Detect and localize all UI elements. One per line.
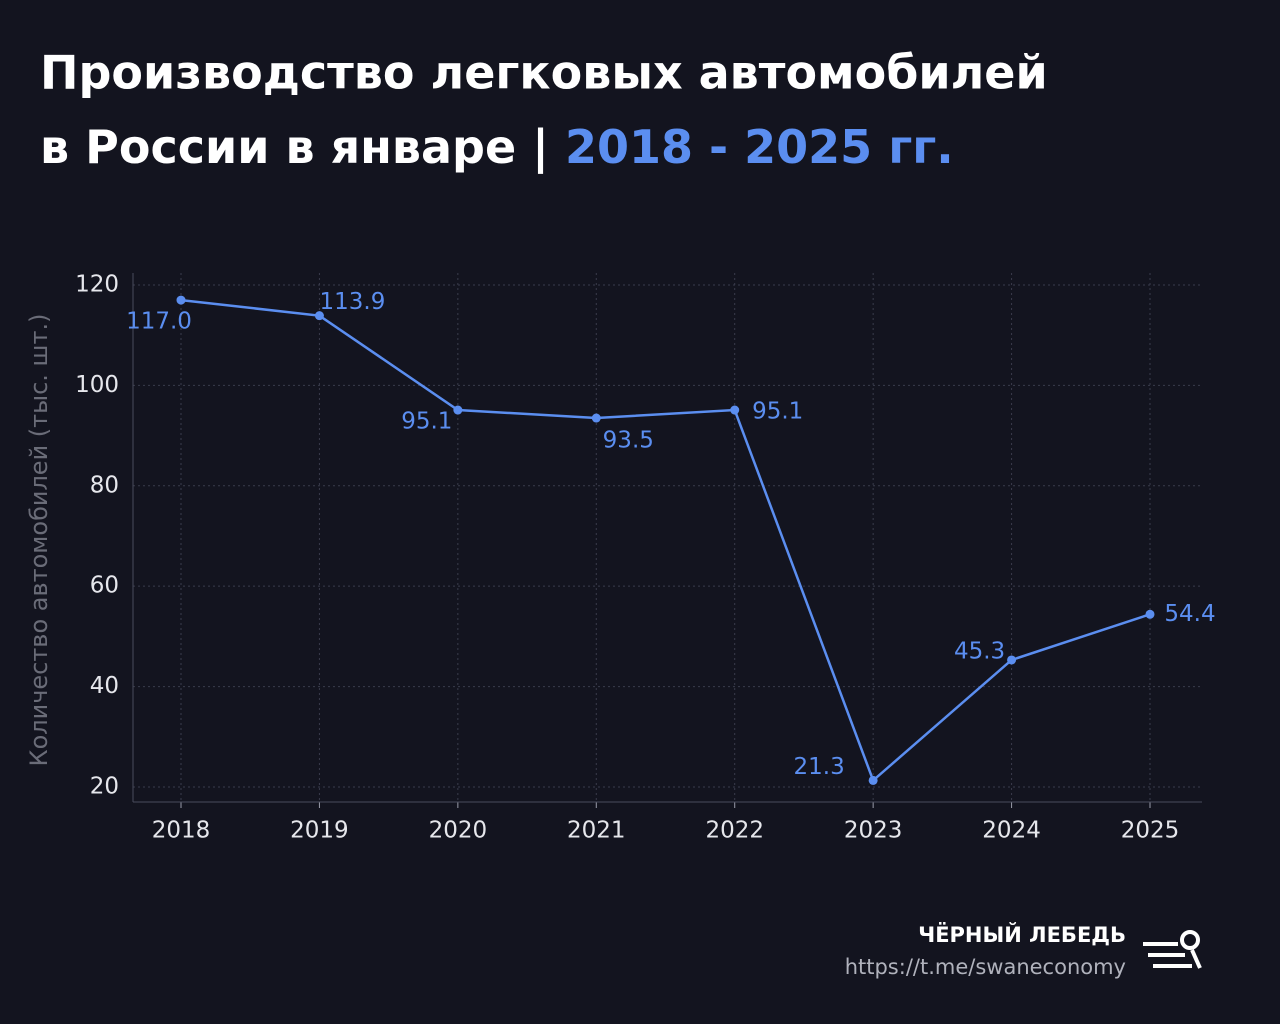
y-tick-label: 60	[90, 573, 119, 599]
x-tick-label: 2020	[429, 818, 488, 844]
title-line: Производство легковых автомобилей	[40, 46, 1048, 100]
x-tick-label: 2025	[1121, 818, 1180, 844]
footer-brand: ЧЁРНЫЙ ЛЕБЕДЬ	[918, 922, 1126, 947]
title-line: в России в январе | 2018 - 2025 гг.	[40, 120, 954, 175]
logo	[1143, 930, 1202, 969]
value-label: 95.1	[401, 409, 452, 435]
y-tick-label: 20	[90, 773, 119, 799]
value-label: 54.4	[1164, 601, 1215, 627]
y-axis-label: Количество автомобилей (тыс. шт.)	[25, 314, 53, 767]
title-line: в России в январе |	[40, 120, 549, 175]
value-label: 113.9	[319, 289, 385, 315]
point	[176, 295, 186, 305]
x-tick-label: 2018	[152, 818, 211, 844]
value-label: 95.1	[752, 399, 803, 425]
title-highlight: 2018 - 2025 гг.	[565, 120, 954, 174]
point	[314, 311, 324, 321]
point	[730, 405, 740, 415]
x-tick-label: 2021	[567, 818, 626, 844]
point	[1145, 609, 1155, 619]
line	[180, 298, 1151, 783]
value-label: 45.3	[954, 638, 1005, 664]
x-tick-label: 2024	[982, 818, 1041, 844]
point	[591, 413, 601, 423]
y-tick-label: 40	[90, 673, 119, 699]
footer-url: https://t.me/swaneconomy	[845, 955, 1126, 979]
x-tick-label: 2023	[844, 818, 903, 844]
y-tick-label: 80	[90, 472, 119, 498]
value-label: 117.0	[126, 309, 192, 335]
x-tick-label: 2022	[705, 818, 764, 844]
value-label: 21.3	[794, 754, 845, 780]
x-tick-label: 2019	[290, 818, 349, 844]
point	[868, 775, 878, 785]
point	[453, 405, 463, 415]
y-tick-label: 100	[75, 372, 119, 398]
y-tick-label: 120	[75, 272, 119, 298]
point	[1007, 655, 1017, 665]
value-label: 93.5	[603, 428, 654, 454]
